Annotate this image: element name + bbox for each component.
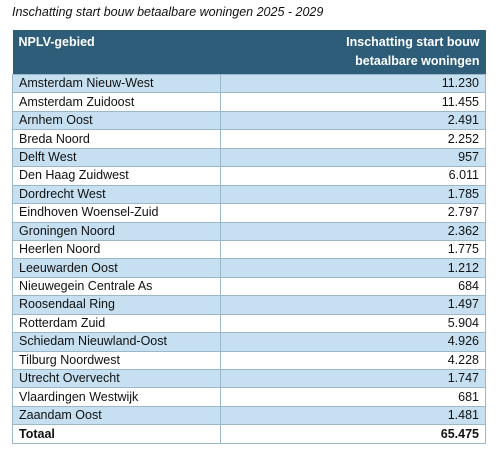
value-cell: 11.230 — [220, 73, 486, 94]
table-row: Totaal 65.475 — [12, 424, 486, 444]
value-cell: 1.497 — [220, 295, 486, 315]
table-row: Breda Noord 2.252 — [12, 129, 486, 149]
table-row: Heerlen Noord 1.775 — [12, 239, 486, 260]
header-text: Inschatting start bouw betaalbare woning… — [346, 35, 480, 68]
area-cell: Breda Noord — [12, 129, 221, 149]
area-cell: Groningen Noord — [12, 221, 221, 241]
area-cell: Delft West — [12, 147, 221, 168]
area-cell: Utrecht Overvecht — [12, 368, 221, 389]
table-row: Leeuwarden Oost 1.212 — [12, 258, 486, 278]
area-cell: Amsterdam Zuidoost — [12, 92, 221, 112]
area-cell: Eindhoven Woensel-Zuid — [12, 203, 221, 223]
table-row: Groningen Noord 2.362 — [12, 221, 486, 241]
value-cell: 2.491 — [220, 110, 486, 131]
table-row: Schiedam Nieuwland-Oost 4.926 — [12, 332, 486, 352]
value-cell: 2.797 — [220, 203, 486, 223]
header-cell: Inschatting start bouw betaalbare woning… — [220, 30, 486, 75]
area-cell: Dordrecht West — [12, 184, 221, 205]
value-cell: 681 — [220, 387, 486, 407]
value-cell: 2.252 — [220, 129, 486, 149]
table-row: Tilburg Noordwest 4.228 — [12, 350, 486, 371]
table-row: Vlaardingen Westwijk 681 — [12, 387, 486, 407]
table-row: Utrecht Overvecht 1.747 — [12, 368, 486, 389]
value-cell: 957 — [220, 147, 486, 168]
area-cell: Roosendaal Ring — [12, 295, 221, 315]
area-cell: Tilburg Noordwest — [12, 350, 221, 371]
area-cell: Schiedam Nieuwland-Oost — [12, 332, 221, 352]
value-cell: 2.362 — [220, 221, 486, 241]
table: NPLV-gebied Inschatting start bouw betaa… — [12, 30, 486, 444]
area-cell: Amsterdam Nieuw-West — [12, 73, 221, 94]
value-cell: 684 — [220, 276, 486, 297]
table-row: Amsterdam Zuidoost 11.455 — [12, 92, 486, 112]
table-row: Rotterdam Zuid 5.904 — [12, 313, 486, 334]
value-cell: 1.212 — [220, 258, 486, 278]
value-cell: 1.775 — [220, 239, 486, 260]
area-cell: Nieuwegein Centrale As — [12, 276, 221, 297]
table-row: Nieuwegein Centrale As 684 — [12, 276, 486, 297]
area-cell: Arnhem Oost — [12, 110, 221, 131]
area-cell: Leeuwarden Oost — [12, 258, 221, 278]
area-cell: Zaandam Oost — [12, 405, 221, 426]
value-cell: 4.228 — [220, 350, 486, 371]
value-cell: 1.785 — [220, 184, 486, 205]
area-cell: Heerlen Noord — [12, 239, 221, 260]
value-cell: 65.475 — [220, 424, 486, 444]
area-cell: Rotterdam Zuid — [12, 313, 221, 334]
value-cell: 6.011 — [220, 166, 486, 186]
table-row: Amsterdam Nieuw-West 11.230 — [12, 73, 486, 94]
value-cell: 1.747 — [220, 368, 486, 389]
value-cell: 11.455 — [220, 92, 486, 112]
table-row: Delft West 957 — [12, 147, 486, 168]
table-body: Amsterdam Nieuw-West 11.230 Amsterdam Zuid… — [12, 73, 486, 444]
table-row: Roosendaal Ring 1.497 — [12, 295, 486, 315]
value-cell: 1.481 — [220, 405, 486, 426]
value-cell: 4.926 — [220, 332, 486, 352]
table-row: Arnhem Oost 2.491 — [12, 110, 486, 131]
table-row: Zaandam Oost 1.481 — [12, 405, 486, 426]
area-cell: Totaal — [12, 424, 221, 444]
header-cell: NPLV-gebied — [12, 30, 221, 75]
area-cell: Vlaardingen Westwijk — [12, 387, 221, 407]
value-cell: 5.904 — [220, 313, 486, 334]
header-row: NPLV-gebied Inschatting start bouw betaa… — [12, 30, 486, 75]
table-row: Den Haag Zuidwest 6.011 — [12, 166, 486, 186]
table-title: Inschatting start bouw betaalbare woning… — [12, 5, 324, 19]
area-cell: Den Haag Zuidwest — [12, 166, 221, 186]
table-row: Eindhoven Woensel-Zuid 2.797 — [12, 203, 486, 223]
table-row: Dordrecht West 1.785 — [12, 184, 486, 205]
